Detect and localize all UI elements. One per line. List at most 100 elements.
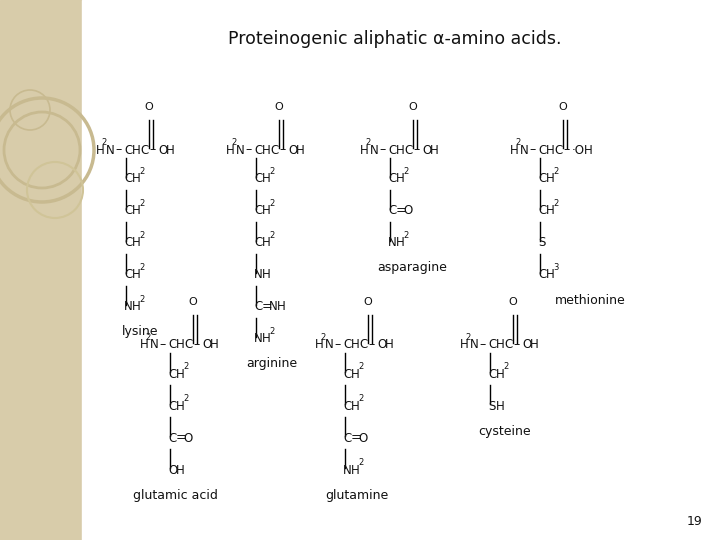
Text: O: O bbox=[144, 102, 153, 112]
Text: –: – bbox=[413, 144, 419, 157]
Text: H: H bbox=[351, 368, 360, 381]
Text: H: H bbox=[140, 339, 149, 352]
Text: C: C bbox=[254, 300, 262, 314]
Text: H: H bbox=[351, 463, 360, 476]
Text: 2: 2 bbox=[358, 458, 364, 467]
Text: O: O bbox=[188, 297, 197, 307]
Text: C: C bbox=[488, 368, 496, 381]
Text: H: H bbox=[351, 400, 360, 413]
Text: O: O bbox=[522, 339, 531, 352]
Text: 3: 3 bbox=[553, 263, 559, 272]
Text: –: – bbox=[279, 144, 285, 157]
Text: H: H bbox=[496, 368, 505, 381]
Text: C: C bbox=[270, 144, 278, 157]
Text: 2: 2 bbox=[269, 231, 274, 240]
Text: O: O bbox=[168, 463, 177, 476]
Text: 2: 2 bbox=[139, 167, 144, 176]
Text: 2: 2 bbox=[102, 138, 107, 147]
Text: glutamine: glutamine bbox=[325, 489, 389, 502]
Text: H: H bbox=[226, 144, 235, 157]
Text: C: C bbox=[554, 144, 562, 157]
Text: H: H bbox=[396, 144, 405, 157]
Text: H: H bbox=[351, 339, 360, 352]
Text: =: = bbox=[396, 205, 407, 218]
Text: H: H bbox=[96, 144, 104, 157]
Text: C: C bbox=[140, 144, 148, 157]
Text: 2: 2 bbox=[358, 362, 364, 371]
Text: C: C bbox=[124, 172, 132, 186]
Text: N: N bbox=[236, 144, 245, 157]
Text: C: C bbox=[168, 339, 176, 352]
Text: H: H bbox=[277, 300, 286, 314]
Text: 2: 2 bbox=[320, 333, 325, 342]
Text: –: – bbox=[513, 339, 519, 352]
Text: C: C bbox=[359, 339, 367, 352]
Text: C: C bbox=[504, 339, 512, 352]
Text: H: H bbox=[396, 172, 405, 186]
Text: H: H bbox=[396, 237, 405, 249]
Text: C: C bbox=[538, 268, 546, 281]
Text: 2: 2 bbox=[403, 231, 408, 240]
Text: C: C bbox=[168, 431, 176, 444]
Text: H: H bbox=[132, 237, 140, 249]
Text: 2: 2 bbox=[139, 295, 144, 304]
Text: C: C bbox=[254, 205, 262, 218]
Text: 2: 2 bbox=[139, 231, 144, 240]
Text: H: H bbox=[210, 339, 219, 352]
Text: H: H bbox=[510, 144, 518, 157]
Text: 2: 2 bbox=[269, 199, 274, 208]
Text: C: C bbox=[168, 400, 176, 413]
Text: =: = bbox=[262, 300, 273, 314]
Text: 2: 2 bbox=[145, 333, 150, 342]
Text: =: = bbox=[351, 431, 361, 444]
Text: –: – bbox=[379, 144, 385, 157]
Text: H: H bbox=[430, 144, 438, 157]
Text: 2: 2 bbox=[183, 362, 188, 371]
Text: O: O bbox=[422, 144, 431, 157]
Text: H: H bbox=[176, 463, 185, 476]
Text: O: O bbox=[202, 339, 211, 352]
Text: C: C bbox=[168, 368, 176, 381]
Text: O: O bbox=[288, 144, 297, 157]
Text: H: H bbox=[132, 144, 140, 157]
Text: O: O bbox=[403, 205, 413, 218]
Text: C: C bbox=[538, 144, 546, 157]
Text: 2: 2 bbox=[269, 167, 274, 176]
Text: N: N bbox=[520, 144, 528, 157]
Text: O: O bbox=[183, 431, 192, 444]
Text: C: C bbox=[124, 237, 132, 249]
Text: N: N bbox=[269, 300, 278, 314]
Text: N: N bbox=[388, 237, 397, 249]
Text: =: = bbox=[176, 431, 186, 444]
Text: H: H bbox=[132, 172, 140, 186]
Text: 2: 2 bbox=[466, 333, 471, 342]
Text: H: H bbox=[176, 339, 185, 352]
Text: S: S bbox=[538, 237, 545, 249]
Text: C: C bbox=[343, 339, 351, 352]
Text: H: H bbox=[496, 339, 505, 352]
Text: 2: 2 bbox=[553, 199, 558, 208]
Text: H: H bbox=[360, 144, 369, 157]
Text: –: – bbox=[149, 144, 156, 157]
Text: C: C bbox=[388, 205, 396, 218]
Text: H: H bbox=[546, 144, 554, 157]
Text: O: O bbox=[558, 102, 567, 112]
Text: C: C bbox=[404, 144, 413, 157]
Text: H: H bbox=[262, 268, 271, 281]
Text: 2: 2 bbox=[553, 167, 558, 176]
Text: O: O bbox=[508, 297, 517, 307]
Text: H: H bbox=[496, 400, 505, 413]
Text: –: – bbox=[115, 144, 121, 157]
Text: C: C bbox=[254, 237, 262, 249]
Text: H: H bbox=[546, 172, 554, 186]
Text: H: H bbox=[176, 368, 185, 381]
Text: H: H bbox=[262, 205, 271, 218]
Text: O: O bbox=[158, 144, 167, 157]
Text: O: O bbox=[363, 297, 372, 307]
Text: C: C bbox=[124, 205, 132, 218]
Text: C: C bbox=[343, 400, 351, 413]
Text: cysteine: cysteine bbox=[479, 424, 531, 437]
Text: N: N bbox=[254, 333, 263, 346]
Text: C: C bbox=[343, 431, 351, 444]
Text: C: C bbox=[124, 144, 132, 157]
